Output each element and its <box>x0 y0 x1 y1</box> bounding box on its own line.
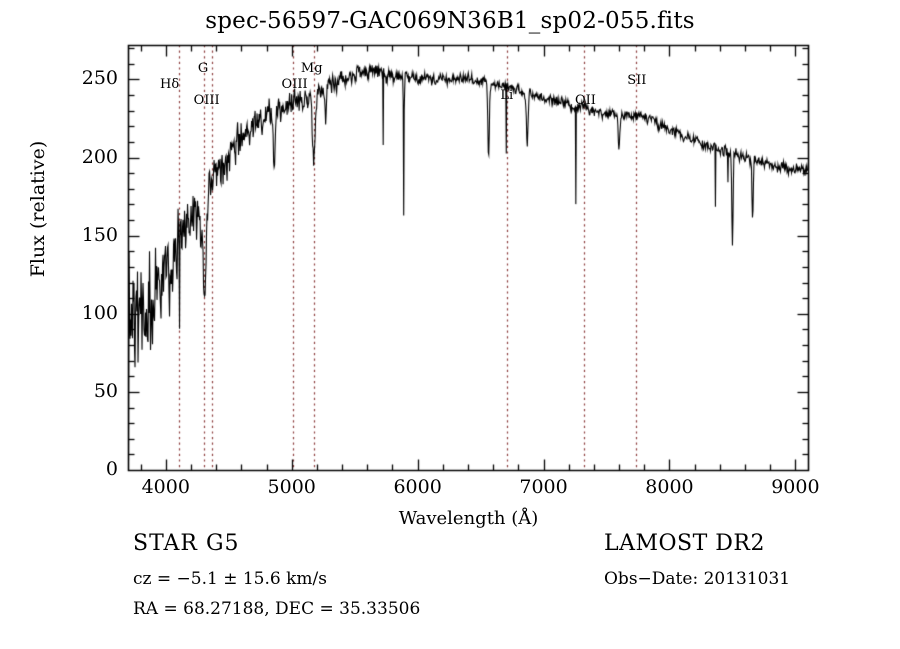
spectral-line-label-li: Li <box>500 88 514 103</box>
x-axis-title: Wavelength (Å) <box>398 508 539 529</box>
y-tick-label: 250 <box>81 67 118 90</box>
y-axis-title: Flux (relative) <box>27 140 49 278</box>
y-tick-label: 0 <box>105 458 118 480</box>
spectral-line-label-sii: SII <box>627 73 647 88</box>
spectral-line-label-oii: OII <box>575 93 596 108</box>
x-tick-label: 7000 <box>519 476 568 498</box>
y-tick-label: 100 <box>81 301 118 324</box>
x-tick-label: 6000 <box>393 476 442 498</box>
coordinates-label: RA = 68.27188, DEC = 35.33506 <box>133 599 421 619</box>
y-tick-label: 150 <box>81 223 118 246</box>
footer-info: STAR G5 cz = −5.1 ± 15.6 km/s RA = 68.27… <box>0 527 900 647</box>
obs-date-label: Obs−Date: 20131031 <box>604 569 791 589</box>
x-tick-label: 8000 <box>645 476 694 498</box>
x-tick-label: 9000 <box>771 476 820 498</box>
spectral-line-label-h: Hδ <box>160 77 180 92</box>
spectral-line-label-mg: Mg <box>300 61 323 76</box>
spectral-line-label-oiii: OIII <box>193 93 220 108</box>
survey-label: LAMOST DR2 <box>604 531 765 556</box>
object-class-label: STAR G5 <box>133 531 240 556</box>
x-tick-label: 5000 <box>267 476 316 498</box>
y-tick-label: 200 <box>81 145 118 168</box>
x-tick-label: 4000 <box>141 476 190 498</box>
spectral-line-label-g: G <box>197 61 209 76</box>
y-tick-label: 50 <box>93 379 118 402</box>
spectral-line-label-oiiib: OIII <box>281 77 308 92</box>
radial-velocity-label: cz = −5.1 ± 15.6 km/s <box>133 569 327 589</box>
